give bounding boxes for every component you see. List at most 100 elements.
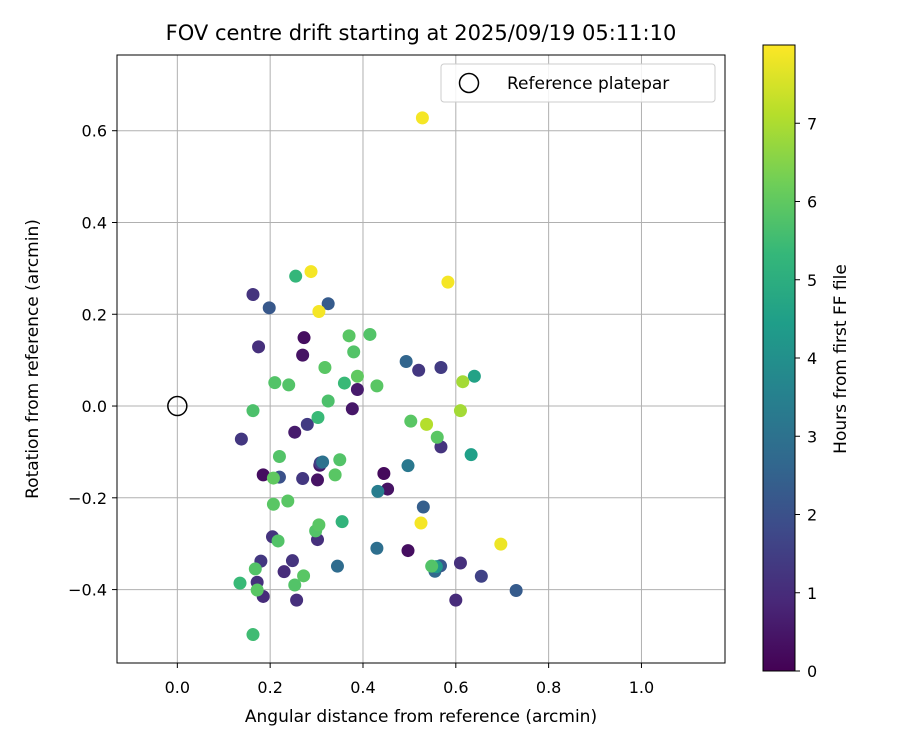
colorbar-label: Hours from first FF file [831,264,851,454]
x-tick-label: 1.0 [629,678,654,697]
scatter-point [363,327,377,341]
scatter-point [370,379,384,393]
scatter-point [330,559,344,573]
x-tick-label: 0.6 [443,678,468,697]
reference-marker-group [167,395,188,417]
colorbar: 0 1 2 3 4 5 6 7 Hours from first FF file [762,44,851,681]
scatter-point [250,583,264,597]
chart-title: FOV centre drift starting at 2025/09/19 … [166,21,677,45]
colorbar-tick-label: 1 [807,584,817,603]
scatter-point [474,569,488,583]
colorbar-tick-label: 4 [807,349,817,368]
scatter-point [350,383,364,397]
grid-lines [117,55,725,663]
scatter-point [453,404,467,418]
scatter-point [425,559,439,573]
scatter-point [289,269,303,283]
scatter-point [412,363,426,377]
y-tick-label: −0.4 [68,581,107,600]
scatter-point [281,494,295,508]
y-tick-label: 0.6 [82,122,107,141]
scatter-point [262,301,276,315]
scatter-point [416,500,430,514]
scatter-point [342,329,356,343]
scatter-point [399,355,413,369]
scatter-point [371,484,385,498]
scatter-point [494,537,508,551]
legend-entry-reference: Reference platepar [507,74,669,94]
y-axis-label: Rotation from reference (arcmin) [23,219,43,499]
scatter-point [414,516,428,530]
y-axis-ticks: −0.4 −0.2 0.0 0.2 0.4 0.6 [68,122,117,600]
scatter-point [282,378,296,392]
scatter-point [415,111,429,125]
scatter-point [434,360,448,374]
scatter-point [333,453,347,467]
scatter-point [288,425,302,439]
scatter-point [285,554,299,568]
y-tick-label: 0.2 [82,305,107,324]
scatter-point [266,471,280,485]
scatter-point [456,375,470,389]
scatter-point [370,541,384,555]
legend-box [440,63,716,103]
scatter-point [453,556,467,570]
colorbar-tick-label: 6 [807,193,817,212]
scatter-point [345,402,359,416]
scatter-point [248,562,262,576]
scatter-point [381,482,395,496]
x-tick-label: 0.8 [536,678,561,697]
scatter-point [377,466,391,480]
scatter-point [288,578,302,592]
scatter-point [256,468,270,482]
scatter-point [234,432,248,446]
scatter-point [337,376,351,390]
scatter-point [335,515,349,529]
y-tick-label: 0.0 [82,397,107,416]
scatter-point [297,331,311,345]
scatter-point [246,628,260,642]
colorbar-tick-label: 0 [807,662,817,681]
scatter-point [420,417,434,431]
colorbar-gradient [763,45,795,671]
scatter-point [252,340,266,354]
scatter-point [467,369,481,383]
scatter-point [312,518,326,532]
plot-frame [116,54,726,664]
colorbar-tick-label: 2 [807,506,817,525]
scatter-point [312,305,326,319]
data-points [233,111,523,642]
scatter-point [233,576,247,590]
y-tick-label: −0.2 [68,489,107,508]
scatter-point [401,459,415,473]
reference-platepar-marker [167,395,188,417]
scatter-point [321,394,335,408]
scatter-point [272,450,286,464]
scatter-point [297,569,311,583]
x-tick-label: 0.2 [257,678,282,697]
scatter-point [246,404,260,418]
x-tick-label: 0.4 [350,678,375,697]
legend: Reference platepar [440,63,716,103]
scatter-point [318,360,332,374]
scatter-point [404,414,418,428]
colorbar-tick-label: 7 [807,114,817,133]
scatter-point [321,297,335,311]
scatter-point [509,583,523,597]
x-axis-ticks: 0.0 0.2 0.4 0.6 0.8 1.0 [165,663,654,697]
scatter-point [290,593,304,607]
colorbar-tick-label: 5 [807,271,817,290]
colorbar-tick-label: 3 [807,427,817,446]
scatter-point [430,430,444,444]
scatter-point [271,534,285,548]
y-tick-label: 0.4 [82,213,107,232]
x-tick-label: 0.0 [165,678,190,697]
x-axis-label: Angular distance from reference (arcmin) [245,707,597,727]
scatter-point [311,473,325,487]
scatter-point [350,369,364,383]
scatter-point [296,472,310,486]
scatter-point [449,593,463,607]
scatter-point [316,455,330,469]
